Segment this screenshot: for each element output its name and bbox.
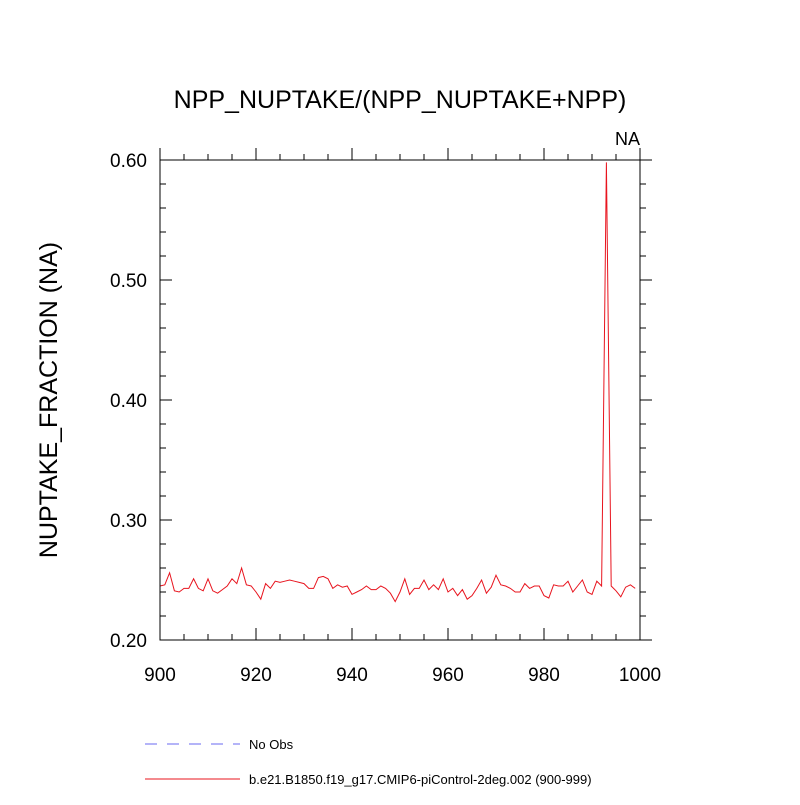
series-line <box>159 162 636 603</box>
y-tick-label: 0.40 <box>110 391 147 412</box>
plot-frame <box>159 159 641 641</box>
y-tick-label: 0.60 <box>110 151 147 172</box>
corner-label: NA <box>615 129 640 149</box>
axis-ticks <box>159 148 652 641</box>
x-tick-label: 940 <box>336 665 368 686</box>
x-tick-label: 1000 <box>619 665 661 686</box>
data-series <box>159 162 636 603</box>
legend: No Obs b.e21.B1850.f19_g17.CMIP6-piContro… <box>145 737 592 787</box>
legend-label: No Obs <box>249 737 294 752</box>
x-tick-label: 920 <box>240 665 272 686</box>
y-tick-label: 0.30 <box>110 511 147 532</box>
y-tick-label: 0.20 <box>110 631 147 652</box>
legend-label: b.e21.B1850.f19_g17.CMIP6-piControl-2deg… <box>249 772 592 787</box>
y-tick-label: 0.50 <box>110 271 147 292</box>
x-tick-label: 900 <box>144 665 176 686</box>
chart-title: NPP_NUPTAKE/(NPP_NUPTAKE+NPP) <box>174 86 627 114</box>
x-tick-label: 980 <box>528 665 560 686</box>
x-tick-label: 960 <box>432 665 464 686</box>
y-axis-label: NUPTAKE_FRACTION (NA) <box>35 242 63 558</box>
axis-tick-labels: 900 920 940 960 980 1000 0.20 0.30 0.40 0.50 0.60 <box>110 151 661 686</box>
